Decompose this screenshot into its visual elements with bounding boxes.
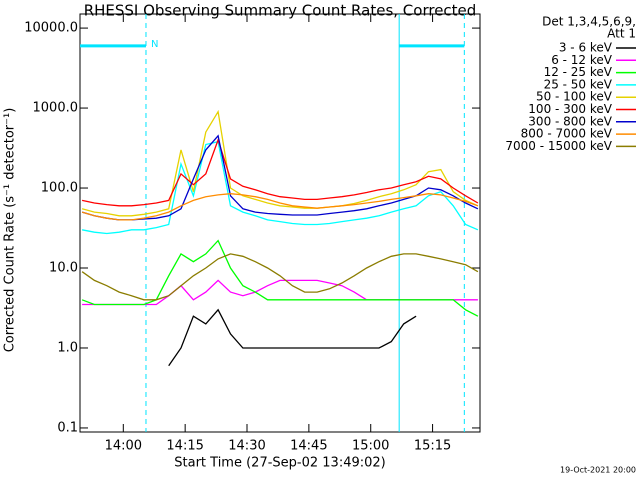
legend-title: Det 1,3,4,5,6,9, bbox=[542, 15, 636, 29]
x-tick-label: 14:15 bbox=[166, 439, 203, 454]
x-tick-label: 15:00 bbox=[352, 439, 389, 454]
x-tick-label: 14:45 bbox=[290, 439, 327, 454]
series-line bbox=[81, 193, 479, 221]
series-line bbox=[81, 109, 479, 217]
series-line bbox=[81, 134, 479, 221]
series-line bbox=[81, 140, 479, 235]
legend-label: 7000 - 15000 keV bbox=[505, 139, 612, 153]
chart-title: RHESSI Observing Summary Count Rates, Co… bbox=[84, 2, 477, 20]
legend-title: Att 1 bbox=[607, 27, 636, 41]
legend-label: 3 - 6 keV bbox=[559, 41, 613, 55]
x-axis-label: Start Time (27-Sep-02 13:49:02) bbox=[174, 456, 385, 471]
y-tick-label: 0.1 bbox=[57, 420, 78, 435]
y-tick-label: 1000.0 bbox=[33, 101, 79, 116]
series-line bbox=[81, 253, 479, 301]
series-line bbox=[82, 279, 478, 306]
legend-label: 12 - 25 keV bbox=[544, 65, 613, 79]
x-tick-label: 15:15 bbox=[414, 439, 451, 454]
x-tick-label: 14:30 bbox=[228, 439, 265, 454]
y-tick-label: 1.0 bbox=[57, 340, 78, 355]
series-line bbox=[81, 239, 479, 317]
series-line bbox=[168, 308, 417, 367]
footer: 19-Oct-2021 20:00 bbox=[560, 466, 636, 475]
plot-frame bbox=[79, 13, 481, 433]
y-tick-label: 100.0 bbox=[41, 181, 78, 196]
legend-label: 6 - 12 keV bbox=[551, 53, 613, 67]
y-tick-label: 10000.0 bbox=[24, 21, 78, 36]
legend-label: 800 - 7000 keV bbox=[521, 127, 613, 141]
night-label: N bbox=[151, 39, 158, 50]
series-line bbox=[81, 137, 479, 207]
y-axis-label: Corrected Count Rate (s⁻¹ detector⁻¹) bbox=[3, 108, 18, 353]
x-tick-label: 14:00 bbox=[105, 439, 142, 454]
legend-label: 25 - 50 keV bbox=[544, 77, 613, 91]
legend-label: 100 - 300 keV bbox=[528, 102, 612, 116]
legend-label: 50 - 100 keV bbox=[536, 90, 613, 104]
legend-label: 300 - 800 keV bbox=[528, 114, 612, 128]
y-tick-label: 10.0 bbox=[49, 261, 78, 276]
